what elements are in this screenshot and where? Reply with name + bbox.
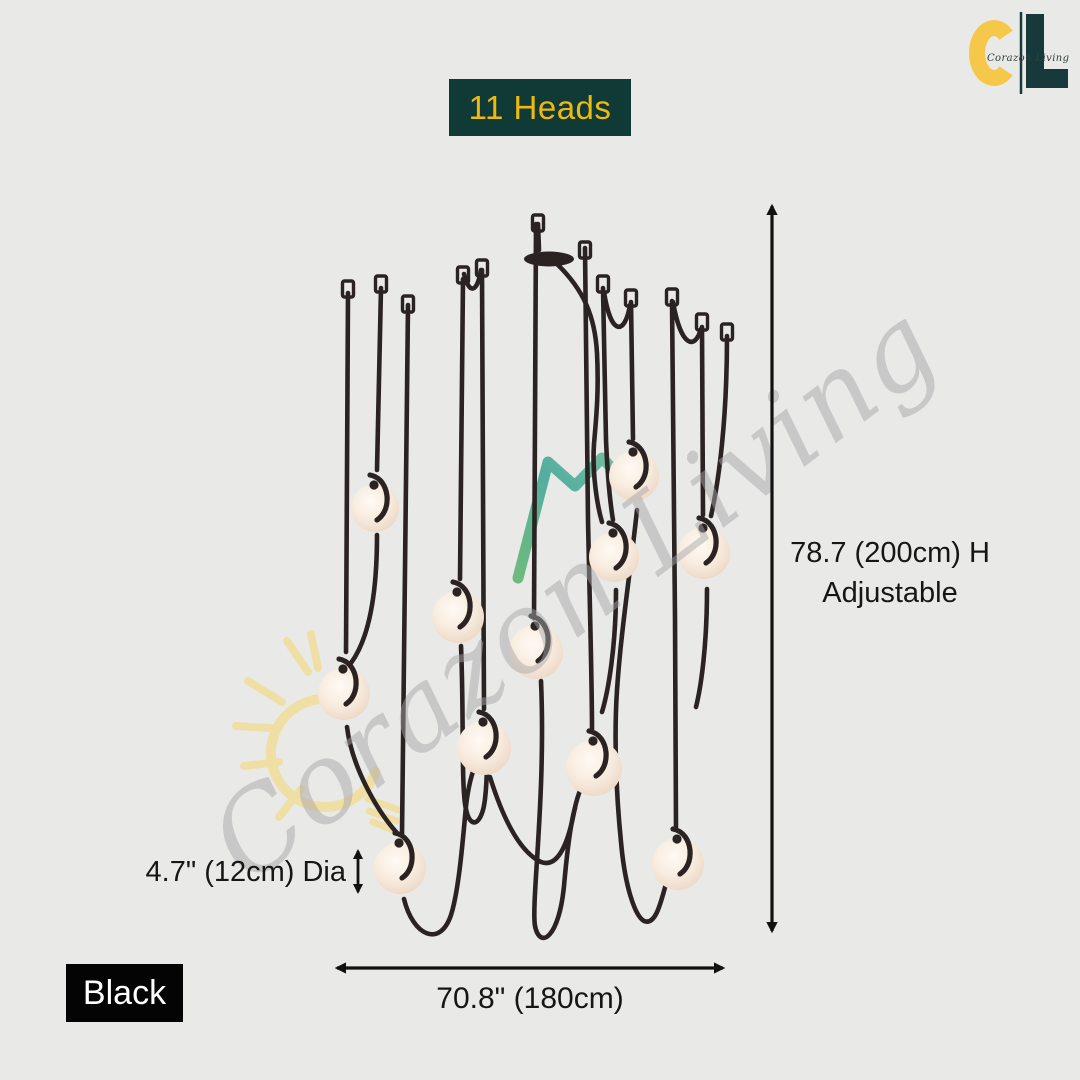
- corazon-living-logo: Corazon Living: [969, 12, 1069, 94]
- cord-knot: [394, 838, 404, 848]
- dimension-arrows: [334, 203, 778, 974]
- logo-l-shape: [1026, 14, 1068, 88]
- cord-hook: [392, 830, 415, 881]
- cord-hook: [476, 709, 499, 760]
- cord-knot: [698, 523, 708, 533]
- cord-hook: [626, 439, 649, 490]
- width-dimension-label: 70.8" (180cm): [436, 982, 624, 1015]
- glass-globe: [652, 838, 704, 890]
- lightbulb-sketch-icon: [232, 630, 403, 834]
- ceiling-hook: [719, 322, 735, 342]
- ceiling-hook: [577, 240, 593, 260]
- height-adjustable-label: Adjustable: [822, 577, 958, 609]
- ceiling-hook: [664, 287, 680, 307]
- ceiling-hook: [373, 274, 389, 294]
- heads-badge: 11 Heads: [449, 79, 631, 136]
- ceiling-hook: [530, 213, 546, 233]
- cord-hook: [450, 579, 473, 630]
- cords-group: [343, 221, 730, 941]
- glass-globe: [351, 484, 399, 532]
- cord-knot: [369, 480, 379, 490]
- color-swatch: Black: [66, 964, 183, 1022]
- glass-globe: [566, 740, 622, 796]
- cord-knot: [452, 587, 462, 597]
- cord-knot: [588, 736, 598, 746]
- cord-hook: [336, 656, 359, 707]
- cord-hook: [586, 728, 609, 779]
- cord-knot: [530, 621, 540, 631]
- cord-hook: [696, 515, 719, 566]
- logo-brand-text: Corazon Living: [987, 53, 1069, 64]
- canopy-disc: [524, 251, 574, 267]
- cord-hook: [367, 472, 390, 523]
- ceiling-hook: [694, 312, 710, 332]
- globes-group: [318, 439, 730, 894]
- ceiling-hook: [623, 288, 639, 308]
- ceiling-hook: [400, 294, 416, 314]
- glass-globe: [374, 842, 426, 894]
- diameter-dimension-label: 4.7" (12cm) Dia: [145, 856, 346, 888]
- ceiling-hook: [455, 265, 471, 285]
- ceiling-hooks-group: [340, 213, 735, 342]
- cord-knot: [628, 447, 638, 457]
- cord-hook: [528, 613, 551, 664]
- ceiling-hook: [595, 274, 611, 294]
- cord-knot: [672, 834, 682, 844]
- color-swatch-label: Black: [82, 973, 167, 1012]
- cord-hook: [670, 826, 693, 877]
- heads-badge-label: 11 Heads: [468, 88, 612, 126]
- cord-knot: [478, 717, 488, 727]
- height-dimension-label: 78.7 (200cm) H: [790, 537, 990, 569]
- cord-hook: [606, 520, 629, 571]
- ceiling-hook: [340, 279, 356, 299]
- cord-knot: [608, 528, 618, 538]
- logo-c-shape: [969, 20, 1013, 86]
- ceiling-hook: [474, 258, 490, 278]
- cord-knot: [338, 664, 348, 674]
